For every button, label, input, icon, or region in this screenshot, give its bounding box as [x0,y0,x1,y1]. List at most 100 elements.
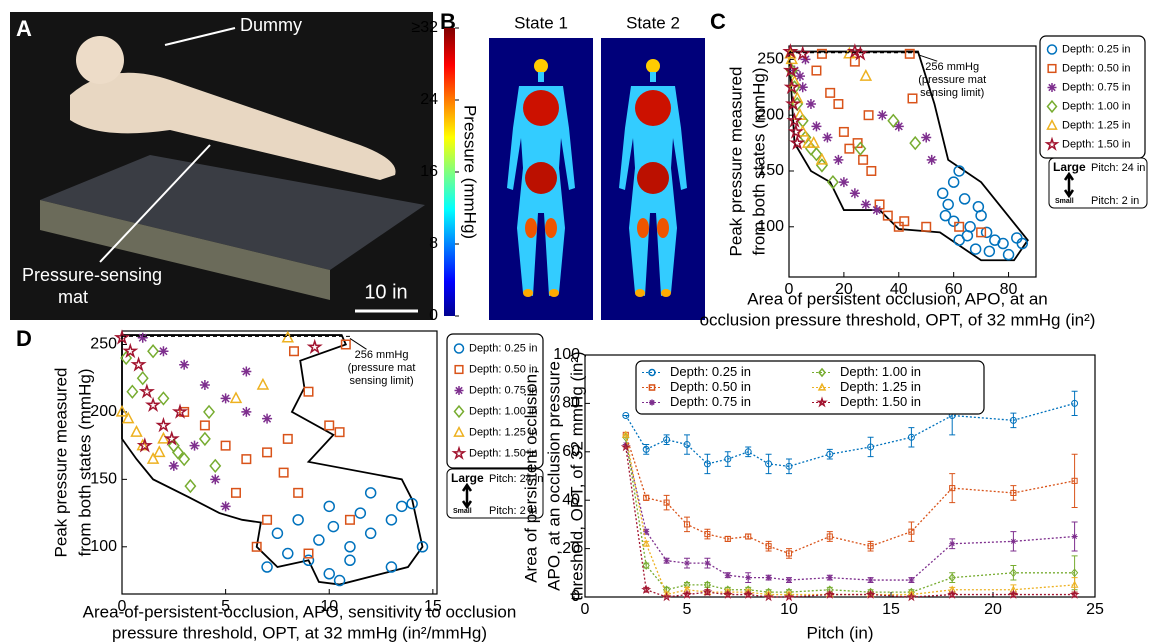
point [910,137,920,149]
point [877,110,887,120]
point [169,461,179,471]
point [855,143,865,155]
point [258,379,268,389]
state-label: State 2 [626,13,680,32]
point [262,562,272,572]
point [125,345,136,356]
point [789,115,800,126]
point [324,501,334,511]
photo-label: Dummy [240,15,302,35]
point [231,393,241,403]
point [210,474,220,484]
point [745,575,751,581]
point [861,71,871,81]
point [158,419,169,430]
point [922,223,931,232]
point [850,188,860,198]
pitch-key-label: Pitch: 24 in [1091,162,1145,174]
point [845,144,854,153]
point [971,244,981,254]
limit-label: sensing limit) [920,87,984,99]
x-tick-label: 25 [1086,601,1104,618]
legend-label: Depth: 0.75 in [1062,81,1131,93]
legend-label: Depth: 0.50 in [670,379,751,394]
point [1012,233,1022,243]
y-axis-label: threshold, OPT, of 32 mmHg (in²) [567,351,586,600]
point [908,94,917,103]
legend-label: Depth: 0.75 in [670,394,751,409]
scale-bar-label: 10 in [364,281,407,303]
point [325,421,334,430]
point [921,133,931,143]
series-line [626,447,1075,597]
point [940,211,950,221]
panel-label: A [16,16,32,41]
legend-marker [649,400,655,406]
point [201,421,210,430]
error-bar [725,452,731,467]
point [190,441,200,451]
colorbar-tick-label: 0 [429,307,438,324]
x-tick-label: 15 [882,601,900,618]
point [123,413,133,423]
point [148,454,158,464]
point [328,522,338,532]
series-line [626,445,1075,581]
legend-marker [1048,83,1057,92]
point [133,359,144,370]
annotation-arrow [350,338,367,349]
point [806,143,816,155]
point [861,199,871,209]
legend-label: Depth: 1.25 in [840,379,921,394]
point [790,126,801,137]
point [132,427,142,437]
point [346,516,355,525]
legend-label: Depth: 1.00 in [840,364,921,379]
point [826,89,835,98]
point [822,133,832,143]
point [949,541,955,547]
point [684,560,690,566]
limit-label: 256 mmHg [925,61,979,73]
point [241,407,251,417]
point [147,399,158,410]
x-tick-label: 5 [683,601,692,618]
x-axis-label: pressure threshold, OPT, at 32 mmHg (in²… [112,623,487,642]
point [221,441,230,450]
point [221,501,231,511]
point [386,515,396,525]
y-tick-label: 250 [90,336,117,353]
series-line [626,435,1075,595]
point [868,577,874,583]
point [355,508,365,518]
point [154,447,164,457]
point [833,155,843,165]
point [864,111,873,120]
error-bar [1010,566,1016,581]
point [283,332,293,342]
x-tick-label: 20 [984,601,1002,618]
point [290,347,299,356]
point [158,346,168,356]
y-axis-label: APO, at an occlusion pressure [544,361,563,591]
x-axis-label: occlusion pressure threshold, OPT, of 32… [700,310,1096,329]
x-axis-label: Area-of-persistent-occlusion, APO, sensi… [83,602,517,621]
point [366,528,376,538]
colorbar-tick-label: 24 [420,91,438,108]
point [1004,250,1014,260]
point [834,100,843,109]
point [949,177,959,187]
point [927,155,937,165]
point [900,217,909,226]
point [345,555,355,565]
error-bar [766,454,772,473]
y-axis-label: Peak pressure measured [726,67,745,257]
point [294,489,303,498]
point [1072,534,1078,540]
point [335,428,344,437]
pitch-key-large: Large [451,471,484,485]
legend-marker [455,386,464,395]
point [263,516,272,525]
state-label: State 1 [514,13,568,32]
point [859,156,868,165]
